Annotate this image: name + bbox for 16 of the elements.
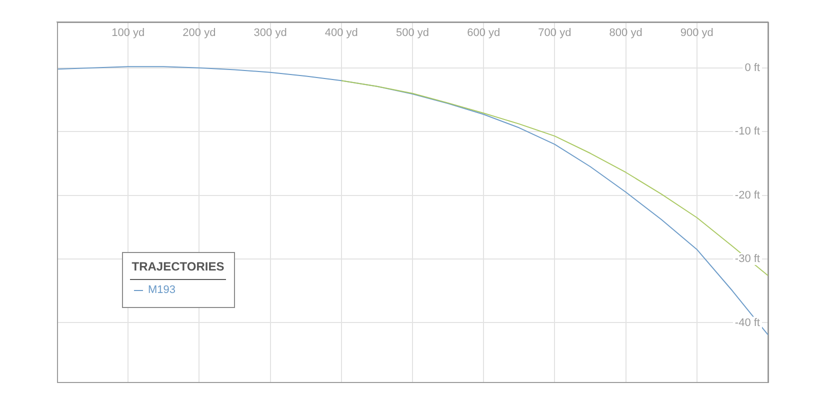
y-tick-label: -30 ft <box>734 253 760 266</box>
legend-title: TRAJECTORIES <box>132 259 224 274</box>
x-tick-label: 100 yd <box>112 27 145 40</box>
legend-label: M193 <box>148 284 176 296</box>
x-tick-label: 500 yd <box>396 27 430 40</box>
x-tick-label: 900 yd <box>680 27 714 40</box>
y-tick-label: 0 ft <box>744 62 760 74</box>
y-tick-label: -40 ft <box>734 316 760 329</box>
x-tick-label: 700 yd <box>538 27 572 40</box>
x-tick-label: 600 yd <box>467 27 500 40</box>
x-tick-label: 800 yd <box>609 27 642 40</box>
x-tick-label: 200 yd <box>182 27 216 40</box>
x-tick-label: 300 yd <box>254 27 287 40</box>
x-tick-label: 400 yd <box>324 27 358 40</box>
y-tick-label: -10 ft <box>734 126 760 138</box>
y-tick-label: -20 ft <box>734 189 760 202</box>
